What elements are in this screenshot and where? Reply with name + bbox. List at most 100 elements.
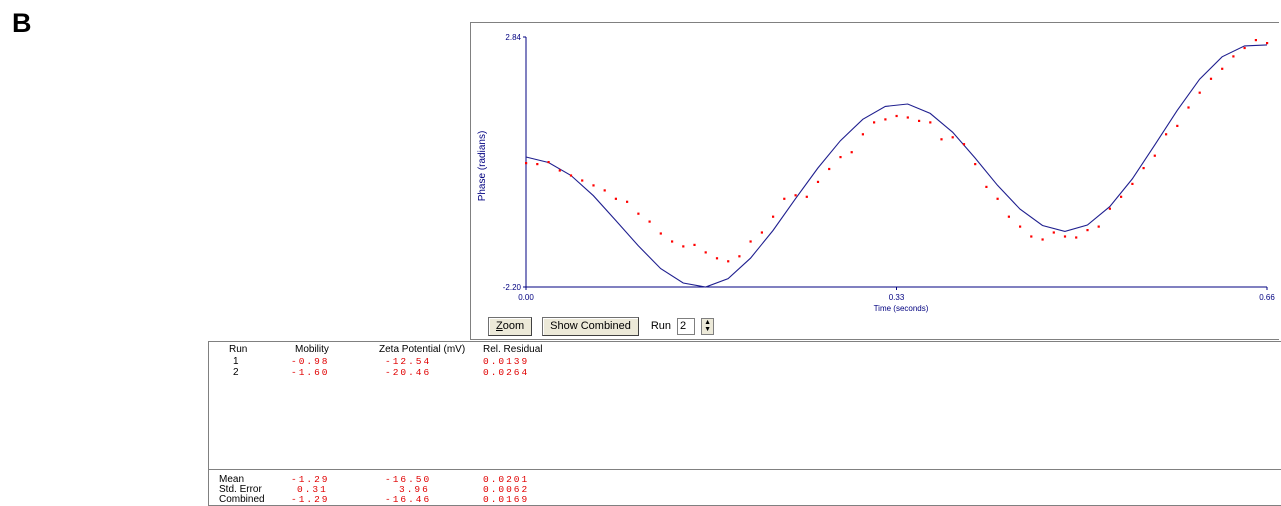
data-point: [1097, 225, 1100, 228]
data-point: [749, 240, 752, 243]
summary-divider: [209, 469, 1281, 470]
data-point: [794, 194, 797, 197]
data-point: [1221, 67, 1224, 70]
data-point: [772, 215, 775, 218]
data-point: [940, 138, 943, 141]
row-1-zeta: -12.54: [385, 356, 432, 367]
data-point: [693, 243, 696, 246]
summary-combined-mobility: -1.29: [291, 494, 330, 505]
data-point: [547, 161, 550, 164]
y-tick-label: 2.84: [505, 33, 521, 42]
data-point: [918, 119, 921, 122]
data-point: [603, 189, 606, 192]
spinner-up-icon[interactable]: ▲: [704, 318, 712, 326]
data-point: [884, 118, 887, 121]
x-tick-label: 0.66: [1259, 293, 1275, 302]
data-point: [1176, 124, 1179, 127]
data-point: [1019, 225, 1022, 228]
data-point: [1120, 195, 1123, 198]
data-point: [962, 143, 966, 146]
data-point: [569, 174, 573, 177]
data-point: [850, 151, 853, 154]
phase-plot: 0.00 0.33 0.66 2.84 -2.20 Phase (radians) Ti…: [477, 33, 1276, 313]
summary-mean-label: Mean: [219, 474, 245, 485]
data-point: [1153, 154, 1156, 157]
data-point: [1052, 231, 1055, 234]
data-point: [895, 114, 898, 118]
data-point: [805, 195, 808, 198]
header-mobility: Mobility: [295, 344, 329, 355]
summary-combined-zeta: -16.46: [385, 494, 432, 505]
data-point: [671, 240, 674, 243]
data-point: [816, 180, 820, 183]
data-point: [581, 179, 584, 182]
summary-stderr-zeta: 3.96: [399, 484, 430, 495]
spinner-down-icon[interactable]: ▼: [704, 326, 712, 333]
data-point: [1063, 235, 1067, 238]
data-point: [996, 197, 999, 200]
data-points: [525, 39, 1269, 263]
data-point: [1108, 207, 1111, 210]
data-point: [974, 163, 977, 166]
plot-axes: 0.00 0.33 0.66 2.84 -2.20: [503, 33, 1276, 302]
x-tick-label: 0.00: [518, 293, 534, 302]
fit-curve-line: [525, 44, 1268, 288]
results-table: Run Mobility Zeta Potential (mV) Rel. Re…: [208, 341, 1281, 506]
zoom-label: oom: [502, 320, 525, 332]
y-axis-label: Phase (radians): [477, 131, 488, 202]
header-residual: Rel. Residual: [483, 344, 543, 355]
summary-stderr-mobility: 0.31: [297, 484, 328, 495]
data-point: [637, 212, 640, 215]
header-zeta: Zeta Potential (mV): [379, 344, 466, 355]
data-point: [873, 121, 876, 124]
data-point: [1142, 167, 1145, 170]
x-axis-label: Time (seconds): [874, 304, 929, 313]
data-point: [1165, 133, 1168, 136]
data-point: [929, 121, 932, 124]
summary-combined-residual: 0.0169: [483, 494, 530, 505]
row-2-residual: 0.0264: [483, 367, 530, 378]
data-point: [1041, 238, 1044, 241]
summary-mean-mobility: -1.29: [291, 474, 330, 485]
data-point: [1007, 215, 1010, 218]
row-1-residual: 0.0139: [483, 356, 530, 367]
row-2-run: 2: [233, 367, 239, 378]
fit-curve: [525, 44, 1268, 288]
x-tick-label: 0.33: [889, 293, 905, 302]
data-point: [536, 163, 539, 166]
data-point: [1266, 42, 1269, 45]
data-point: [1075, 236, 1078, 239]
data-point: [626, 200, 629, 203]
header-run: Run: [229, 344, 248, 355]
run-input[interactable]: 2: [677, 317, 696, 335]
data-point: [783, 197, 786, 200]
summary-mean-zeta: -16.50: [385, 474, 432, 485]
data-point: [592, 184, 595, 187]
data-point: [1131, 182, 1134, 185]
y-tick-label: -2.20: [503, 283, 522, 292]
row-2-zeta: -20.46: [385, 367, 432, 378]
summary-combined-label: Combined: [219, 494, 265, 505]
data-point: [985, 185, 988, 188]
run-label: Run: [650, 320, 672, 332]
data-point: [738, 255, 741, 258]
data-point: [525, 162, 528, 165]
data-point: [760, 231, 763, 234]
row-1-mobility: -0.98: [291, 356, 330, 367]
data-point: [839, 156, 842, 159]
summary-stderr-residual: 0.0062: [483, 484, 530, 495]
data-point: [828, 167, 831, 171]
zoom-hotkey: Z: [496, 320, 503, 332]
show-combined-button[interactable]: Show Combined: [542, 316, 639, 336]
data-point: [1232, 55, 1235, 58]
data-point: [1086, 229, 1089, 232]
data-point: [1187, 106, 1190, 109]
data-point: [614, 197, 617, 200]
phase-plot-panel: 0.00 0.33 0.66 2.84 -2.20 Phase (radians) Ti…: [470, 22, 1279, 340]
run-spinner[interactable]: ▲ ▼: [701, 317, 715, 335]
data-point: [1209, 77, 1213, 80]
data-point: [682, 245, 685, 248]
data-point: [906, 116, 909, 119]
panel-letter: B: [12, 8, 32, 38]
